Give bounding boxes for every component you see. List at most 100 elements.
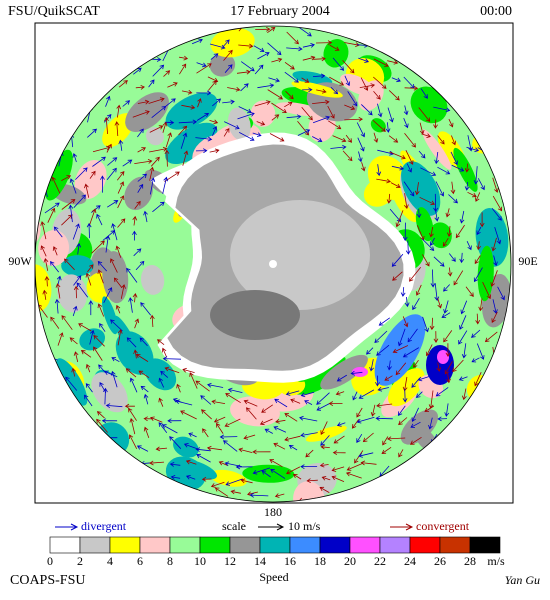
- wind-arrow: [387, 436, 406, 442]
- wind-arrow: [210, 53, 219, 60]
- wind-arrow: [418, 150, 426, 159]
- wind-arrow: [301, 87, 313, 93]
- wind-arrow: [103, 114, 112, 123]
- wind-arrow: [271, 102, 287, 114]
- colorbar-swatch: [469, 536, 501, 554]
- colorbar-tick: 10: [194, 554, 206, 568]
- wind-arrow: [387, 107, 394, 123]
- wind-arrow: [111, 357, 120, 363]
- divergent-arrow-head: [70, 523, 79, 531]
- wind-arrow: [444, 403, 450, 417]
- wind-arrow: [305, 449, 314, 458]
- wind-arrow: [316, 403, 330, 411]
- wind-arrow: [175, 399, 193, 406]
- wind-arrow: [73, 275, 82, 286]
- wind-arrow: [479, 212, 485, 228]
- wind-arrow: [100, 175, 105, 193]
- wind-arrow: [176, 383, 181, 393]
- wind-arrow: [274, 493, 285, 498]
- wind-arrow: [40, 245, 47, 257]
- wind-arrow: [195, 380, 210, 392]
- wind-arrow: [474, 255, 481, 265]
- wind-arrow: [137, 173, 147, 182]
- wind-arrow: [156, 339, 165, 346]
- wind-arrow: [275, 418, 286, 424]
- colorbar-swatch: [49, 536, 81, 554]
- wind-arrow: [196, 63, 212, 74]
- speed-patch: [144, 358, 177, 391]
- wind-arrow: [88, 300, 94, 316]
- wind-arrow: [110, 258, 118, 273]
- wind-arrow: [88, 208, 97, 226]
- wind-arrow: [286, 114, 302, 120]
- wind-arrow: [381, 446, 392, 454]
- colorbar-swatch: [79, 536, 111, 554]
- wind-arrow: [137, 128, 144, 138]
- wind-arrow: [134, 159, 153, 164]
- wind-arrow: [75, 167, 88, 180]
- wind-arrow: [389, 208, 402, 223]
- wind-arrow: [40, 221, 47, 240]
- wind-arrow: [429, 317, 435, 331]
- wind-arrow: [105, 235, 111, 253]
- wind-arrow: [471, 357, 480, 363]
- speed-patch: [124, 176, 153, 211]
- wind-arrow: [267, 42, 282, 56]
- wind-arrow: [327, 120, 342, 130]
- convergent-label: convergent: [416, 519, 470, 533]
- wind-arrow: [165, 132, 172, 148]
- wind-arrow: [445, 343, 451, 357]
- wind-arrow: [373, 132, 379, 143]
- wind-arrow: [163, 70, 171, 77]
- divergent-label: divergent: [81, 519, 127, 533]
- wind-arrow: [271, 114, 280, 121]
- wind-arrow: [209, 43, 226, 50]
- wind-arrow: [152, 201, 165, 213]
- wind-arrow: [113, 277, 123, 288]
- wind-arrow: [398, 449, 404, 458]
- wind-arrow: [223, 127, 230, 137]
- wind-arrow: [191, 38, 203, 45]
- wind-arrow: [415, 284, 422, 296]
- wind-arrow: [164, 366, 180, 374]
- colorbar-swatch: [199, 536, 231, 554]
- wind-arrow: [102, 387, 108, 405]
- wind-arrow: [319, 486, 330, 493]
- wind-arrow: [388, 135, 399, 143]
- wind-arrow: [101, 418, 118, 424]
- wind-arrow: [238, 43, 254, 49]
- wind-arrow: [448, 253, 456, 262]
- wind-arrow: [320, 435, 330, 446]
- wind-arrow: [150, 177, 156, 195]
- wind-arrow: [374, 330, 388, 344]
- wind-arrow: [376, 178, 391, 184]
- wind-arrow: [321, 476, 331, 481]
- wind-arrow: [42, 289, 48, 300]
- wind-arrow: [149, 166, 155, 181]
- wind-arrow: [51, 176, 61, 194]
- wind-arrow: [370, 404, 376, 417]
- wind-arrow: [491, 311, 498, 324]
- wind-arrow: [237, 112, 255, 120]
- wind-arrow: [148, 79, 155, 88]
- speed-patch: [291, 81, 343, 98]
- wind-arrow: [155, 446, 168, 452]
- wind-arrow: [493, 255, 498, 267]
- label-180: 180: [264, 505, 282, 519]
- wind-arrow: [240, 83, 249, 92]
- wind-arrow: [335, 391, 345, 396]
- wind-arrow: [442, 237, 449, 247]
- wind-arrow: [352, 391, 358, 401]
- wind-arrow: [137, 147, 146, 153]
- wind-arrow: [209, 119, 219, 125]
- wind-arrow: [143, 426, 150, 439]
- wind-arrow: [465, 286, 474, 298]
- wind-arrow: [446, 226, 452, 237]
- wind-arrow: [284, 435, 301, 442]
- wind-arrow: [85, 363, 91, 373]
- colorbar-tick: 20: [344, 554, 356, 568]
- wind-arrow: [116, 104, 122, 118]
- wind-arrow: [413, 359, 419, 368]
- wind-arrow: [346, 462, 364, 471]
